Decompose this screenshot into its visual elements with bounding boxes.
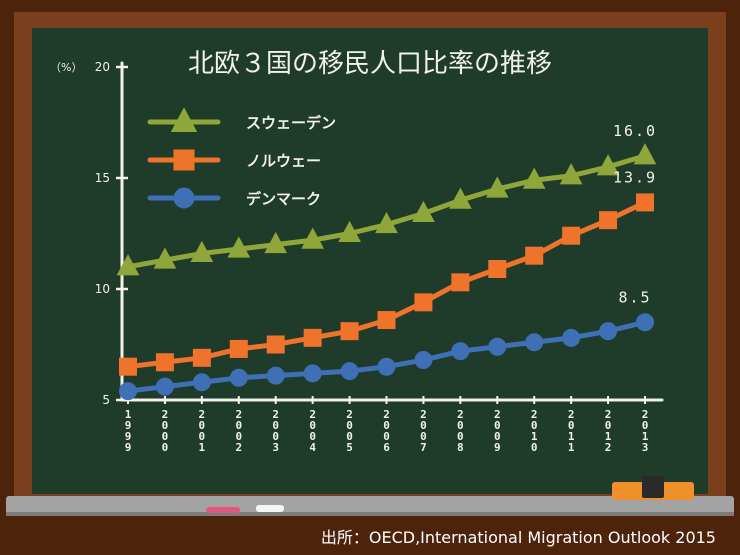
end-value-label: 16.0 [613,122,657,140]
data-point-marker [266,366,285,385]
data-point-marker [636,193,654,212]
data-point-marker [266,335,285,354]
data-point-marker [375,211,398,234]
data-point-marker [192,373,211,392]
data-point-marker [562,226,581,245]
data-point-marker [525,333,544,352]
eraser-handle [642,476,664,498]
data-point-marker [229,368,248,387]
data-point-marker [340,362,359,381]
data-point-marker [522,167,546,189]
chalk-tray [6,496,734,516]
data-point-marker [596,154,620,176]
white-chalk-stick [256,505,284,512]
data-point-marker [599,322,618,341]
chalk-tray-shadow [6,512,734,516]
data-point-marker [414,351,433,370]
data-point-marker [155,377,174,396]
data-point-marker [192,348,211,367]
legend-entry: ノルウェー [147,149,321,171]
data-point-marker [451,273,470,292]
y-tick-label: 5 [102,393,110,407]
data-point-marker [485,176,509,198]
legend-label: ノルウェー [246,152,321,170]
data-point-marker [119,382,137,401]
data-point-marker [412,200,435,223]
end-value-label: 13.9 [613,168,657,186]
data-point-marker [340,322,359,341]
data-point-marker [264,231,288,254]
data-point-marker [451,342,470,361]
data-point-marker [116,254,140,276]
chalkboard-surface [32,28,708,494]
series-group: 16.0 [116,122,657,276]
y-tick-label: 20 [95,60,110,74]
data-point-marker [488,260,507,279]
data-point-marker [559,163,583,185]
source-note: 出所：OECD,International Migration Outlook … [320,528,716,547]
data-point-marker [525,246,544,265]
data-point-marker [448,187,472,209]
chart-title: 北欧３国の移民人口比率の推移 [188,49,552,79]
data-point-marker [227,236,251,258]
data-point-marker [338,220,361,243]
pink-chalk-stick [206,507,240,513]
series-group: 13.9 [119,168,657,376]
y-tick-label: 10 [95,282,110,296]
x-axis-labels: 1 9 9 9 2 0 0 0 2 0 0 1 2 0 0 2 2 0 0 3 2 0 0 4 2 0 0 5 2 0 0 6 2 0 0 7 2 0 0 8… [125,396,649,454]
data-point-marker [119,357,137,376]
y-axis-unit-label: （%） [50,61,82,74]
series-group: 8.5 [119,288,654,401]
data-point-marker [488,337,507,356]
legend-swatch-marker [170,107,198,132]
data-point-marker [229,339,248,358]
data-point-marker [303,328,322,347]
data-point-marker [377,357,396,376]
data-point-marker [190,240,214,263]
legend-swatch-marker [173,149,195,171]
data-point-marker [153,247,177,269]
end-value-label: 8.5 [618,288,651,306]
legend-entry: スウェーデン [147,107,336,132]
legend-label: スウェーデン [246,114,336,132]
data-point-marker [562,328,581,347]
series-layer: 16.0 13.9 8.5 [116,122,657,401]
data-point-marker [633,143,657,165]
data-point-marker [155,353,174,372]
legend-swatch-marker [173,187,195,209]
legend-entry: デンマーク [147,187,321,209]
data-point-marker [414,293,433,312]
data-point-marker [303,364,322,383]
y-axis-ticks: 5 10 15 20 [95,60,128,407]
legend-label: デンマーク [246,190,321,208]
data-point-marker [636,313,654,332]
data-point-marker [377,311,396,330]
y-tick-label: 15 [95,171,110,185]
data-point-marker [301,227,325,249]
data-point-marker [599,211,618,230]
